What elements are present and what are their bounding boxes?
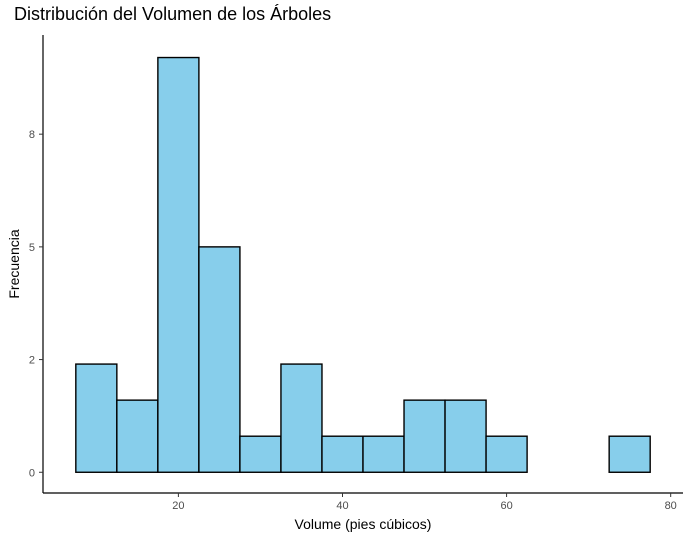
y-axis-title: Frecuencia <box>6 229 22 298</box>
x-ticks-group: 20 40 60 80 <box>172 493 677 512</box>
chart-title: Distribución del Volumen de los Árboles <box>14 4 332 24</box>
histogram-bar-1 <box>116 399 159 473</box>
y-tick-label-0: 0 <box>29 467 35 479</box>
x-tick-label-2: 60 <box>500 500 512 512</box>
histogram-bar-3 <box>198 246 241 473</box>
histogram-bar-2 <box>157 56 200 473</box>
histogram-bar-10 <box>485 435 528 473</box>
x-tick-label-0: 20 <box>172 500 184 512</box>
x-tick-label-1: 40 <box>336 500 348 512</box>
y-ticks-group: 0 2 5 8 <box>29 129 43 479</box>
histogram-bar-8 <box>403 399 446 473</box>
histogram-bar-4 <box>239 435 282 473</box>
histogram-bar-9 <box>444 399 487 473</box>
y-tick-label-3: 8 <box>29 129 35 141</box>
bars-group <box>75 56 651 473</box>
histogram-bar-13 <box>608 435 651 473</box>
histogram-bar-6 <box>321 435 364 473</box>
y-tick-label-2: 5 <box>29 242 35 254</box>
histogram-bar-5 <box>280 363 323 473</box>
histogram-bar-7 <box>362 435 405 473</box>
y-tick-label-1: 2 <box>29 355 35 367</box>
histogram-bar-0 <box>75 363 118 473</box>
x-tick-label-3: 80 <box>665 500 677 512</box>
x-axis-title: Volume (pies cúbicos) <box>295 516 432 532</box>
